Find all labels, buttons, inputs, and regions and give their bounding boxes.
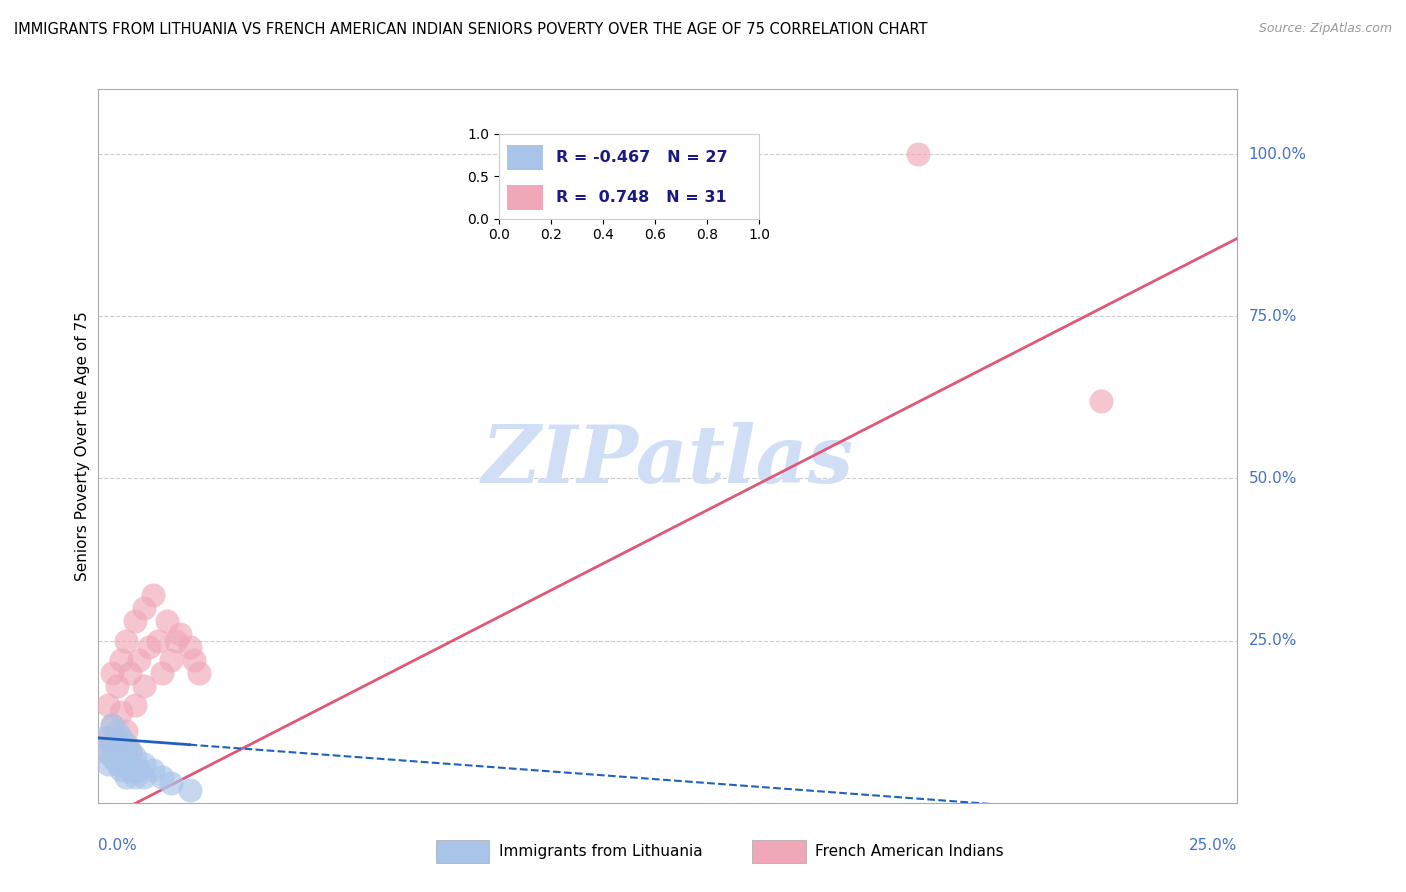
Point <box>105 744 128 758</box>
Point <box>128 653 150 667</box>
FancyBboxPatch shape <box>508 185 543 211</box>
Point <box>138 640 160 654</box>
Point <box>128 764 150 778</box>
Point <box>124 614 146 628</box>
Text: R =  0.748   N = 31: R = 0.748 N = 31 <box>557 190 727 205</box>
Point <box>124 750 146 764</box>
Point <box>101 750 124 764</box>
Text: R = -0.467   N = 27: R = -0.467 N = 27 <box>557 150 728 165</box>
Point <box>124 698 146 713</box>
Point <box>150 666 173 681</box>
Point <box>101 738 124 752</box>
Point <box>179 640 201 654</box>
Text: 75.0%: 75.0% <box>1249 309 1296 324</box>
Point <box>120 764 142 778</box>
Text: 0.0%: 0.0% <box>98 838 138 854</box>
Point <box>142 764 165 778</box>
Point <box>150 770 173 784</box>
Point <box>124 770 146 784</box>
Point <box>907 147 929 161</box>
Point <box>101 718 124 732</box>
Text: ZIPatlas: ZIPatlas <box>482 422 853 499</box>
Point <box>110 764 132 778</box>
Point <box>146 633 169 648</box>
Point <box>160 653 183 667</box>
Point <box>132 770 155 784</box>
FancyBboxPatch shape <box>508 145 543 170</box>
Point <box>132 601 155 615</box>
Point <box>187 666 209 681</box>
Point <box>179 782 201 797</box>
Point <box>105 756 128 771</box>
Point <box>114 770 136 784</box>
Text: 25.0%: 25.0% <box>1249 633 1296 648</box>
Point <box>132 679 155 693</box>
Point <box>96 756 118 771</box>
Point <box>165 633 187 648</box>
Point <box>96 731 118 745</box>
Point <box>169 627 191 641</box>
Point <box>105 724 128 739</box>
Point <box>91 744 114 758</box>
Point <box>132 756 155 771</box>
Text: 100.0%: 100.0% <box>1249 146 1306 161</box>
Point <box>114 724 136 739</box>
Point <box>142 588 165 602</box>
Point <box>156 614 179 628</box>
Point <box>101 718 124 732</box>
Text: French American Indians: French American Indians <box>815 845 1004 859</box>
Point <box>160 776 183 790</box>
Point <box>183 653 205 667</box>
Text: IMMIGRANTS FROM LITHUANIA VS FRENCH AMERICAN INDIAN SENIORS POVERTY OVER THE AGE: IMMIGRANTS FROM LITHUANIA VS FRENCH AMER… <box>14 22 928 37</box>
Point <box>124 764 146 778</box>
Text: Source: ZipAtlas.com: Source: ZipAtlas.com <box>1258 22 1392 36</box>
Y-axis label: Seniors Poverty Over the Age of 75: Seniors Poverty Over the Age of 75 <box>75 311 90 581</box>
Point <box>120 744 142 758</box>
Point <box>114 738 136 752</box>
Point <box>120 744 142 758</box>
Text: Immigrants from Lithuania: Immigrants from Lithuania <box>499 845 703 859</box>
Point <box>110 653 132 667</box>
Point <box>105 738 128 752</box>
Text: 25.0%: 25.0% <box>1189 838 1237 854</box>
Point <box>114 633 136 648</box>
Point <box>91 731 114 745</box>
Point <box>96 698 118 713</box>
Point <box>110 750 132 764</box>
Point <box>110 705 132 719</box>
Point <box>101 666 124 681</box>
Point <box>96 744 118 758</box>
Point <box>120 666 142 681</box>
Text: 50.0%: 50.0% <box>1249 471 1296 486</box>
Point <box>110 731 132 745</box>
Point <box>114 750 136 764</box>
Point <box>1090 393 1112 408</box>
Point <box>105 679 128 693</box>
